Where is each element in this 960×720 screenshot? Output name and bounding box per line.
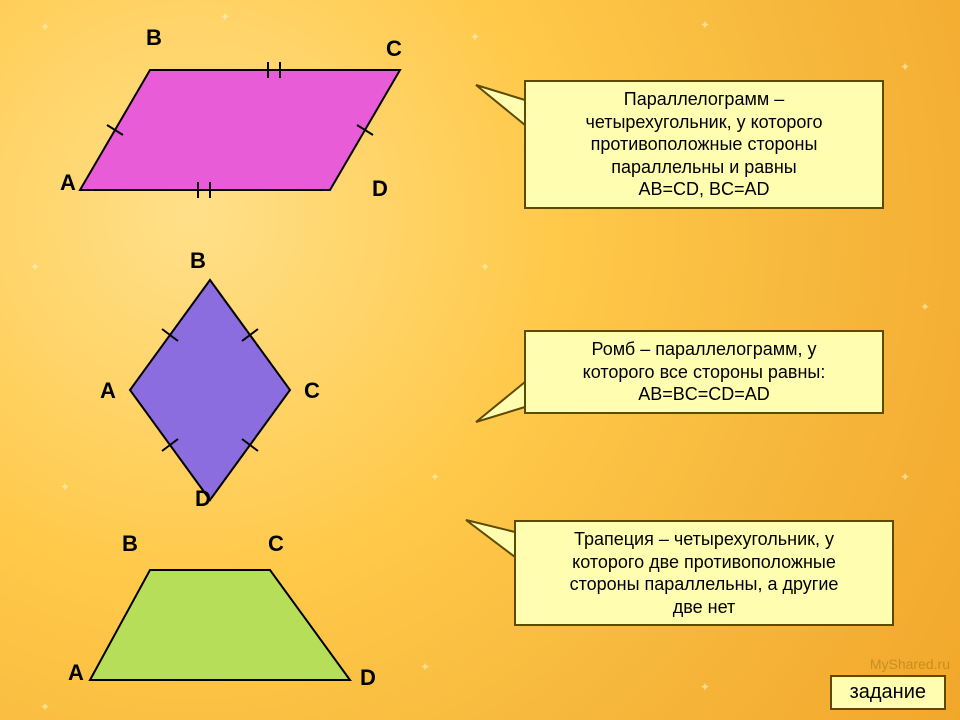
- callout-line: Параллелограмм –: [536, 88, 872, 111]
- vertex-C-trapezoid: C: [268, 531, 284, 557]
- parallelogram-callout-tail-icon: [470, 70, 550, 130]
- callout-line: стороны параллельны, а другие: [526, 573, 882, 596]
- callout-line: противоположные стороны: [536, 133, 872, 156]
- task-button[interactable]: задание: [830, 675, 946, 710]
- callout-line: AB=BC=CD=AD: [536, 383, 872, 406]
- parallelogram-callout: Параллелограмм – четырехугольник, у кото…: [524, 80, 884, 209]
- callout-line: которого все стороны равны:: [536, 361, 872, 384]
- bg-star: ✦: [900, 60, 910, 74]
- bg-star: ✦: [900, 470, 910, 484]
- trapezoid-callout: Трапеция – четырехугольник, у которого д…: [514, 520, 894, 626]
- bg-star: ✦: [430, 470, 440, 484]
- bg-star: ✦: [920, 300, 930, 314]
- callout-line: две нет: [526, 596, 882, 619]
- watermark-text: MyShared.ru: [870, 656, 950, 672]
- bg-star: ✦: [700, 18, 710, 32]
- bg-star: ✦: [480, 260, 490, 274]
- rhombus-callout-tail-icon: [470, 382, 550, 432]
- vertex-B-trapezoid: B: [122, 531, 138, 557]
- task-button-label: задание: [850, 681, 926, 703]
- slide-stage: ✦ ✦ ✦ ✦ ✦ ✦ ✦ ✦ ✦ ✦ ✦ ✦ ✦ ✦ A B C D Пара…: [0, 0, 960, 720]
- trapezoid-callout-tail-icon: [460, 512, 540, 562]
- vertex-A-trapezoid: A: [68, 660, 84, 686]
- callout-line: параллельны и равны: [536, 156, 872, 179]
- callout-line: Трапеция – четырехугольник, у: [526, 528, 882, 551]
- rhombus-callout: Ромб – параллелограмм, у которого все ст…: [524, 330, 884, 414]
- bg-star: ✦: [700, 680, 710, 694]
- callout-line: AB=CD, BC=AD: [536, 178, 872, 201]
- callout-line: Ромб – параллелограмм, у: [536, 338, 872, 361]
- callout-line: четырехугольник, у которого: [536, 111, 872, 134]
- callout-line: которого две противоположные: [526, 551, 882, 574]
- vertex-D-trapezoid: D: [360, 665, 376, 691]
- trapezoid-shape: [0, 0, 420, 720]
- bg-star: ✦: [420, 660, 430, 674]
